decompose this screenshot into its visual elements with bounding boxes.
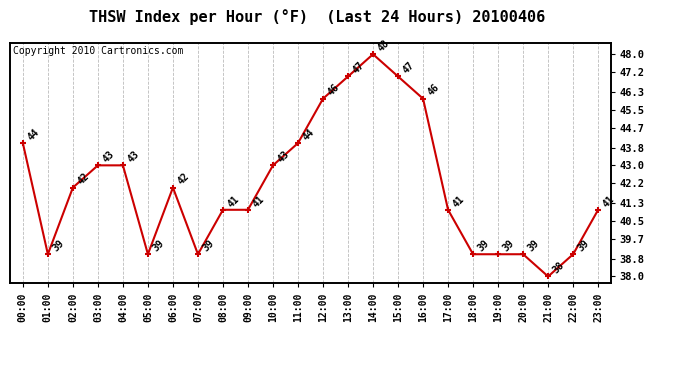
- Text: 42: 42: [76, 171, 91, 187]
- Text: 46: 46: [326, 82, 341, 98]
- Text: 39: 39: [50, 238, 66, 254]
- Text: 44: 44: [301, 127, 316, 142]
- Text: 39: 39: [150, 238, 166, 254]
- Text: 47: 47: [351, 60, 366, 76]
- Text: 47: 47: [401, 60, 416, 76]
- Text: 42: 42: [176, 171, 191, 187]
- Text: 41: 41: [226, 194, 241, 209]
- Text: 39: 39: [501, 238, 516, 254]
- Text: 43: 43: [276, 149, 291, 165]
- Text: 41: 41: [601, 194, 616, 209]
- Text: THSW Index per Hour (°F)  (Last 24 Hours) 20100406: THSW Index per Hour (°F) (Last 24 Hours)…: [89, 9, 546, 25]
- Text: 38: 38: [551, 260, 566, 276]
- Text: 43: 43: [101, 149, 116, 165]
- Text: 39: 39: [576, 238, 591, 254]
- Text: 39: 39: [526, 238, 541, 254]
- Text: 44: 44: [26, 127, 41, 142]
- Text: 48: 48: [376, 38, 391, 54]
- Text: 41: 41: [250, 194, 266, 209]
- Text: 39: 39: [476, 238, 491, 254]
- Text: 43: 43: [126, 149, 141, 165]
- Text: 46: 46: [426, 82, 441, 98]
- Text: Copyright 2010 Cartronics.com: Copyright 2010 Cartronics.com: [13, 45, 184, 56]
- Text: 41: 41: [451, 194, 466, 209]
- Text: 39: 39: [201, 238, 216, 254]
